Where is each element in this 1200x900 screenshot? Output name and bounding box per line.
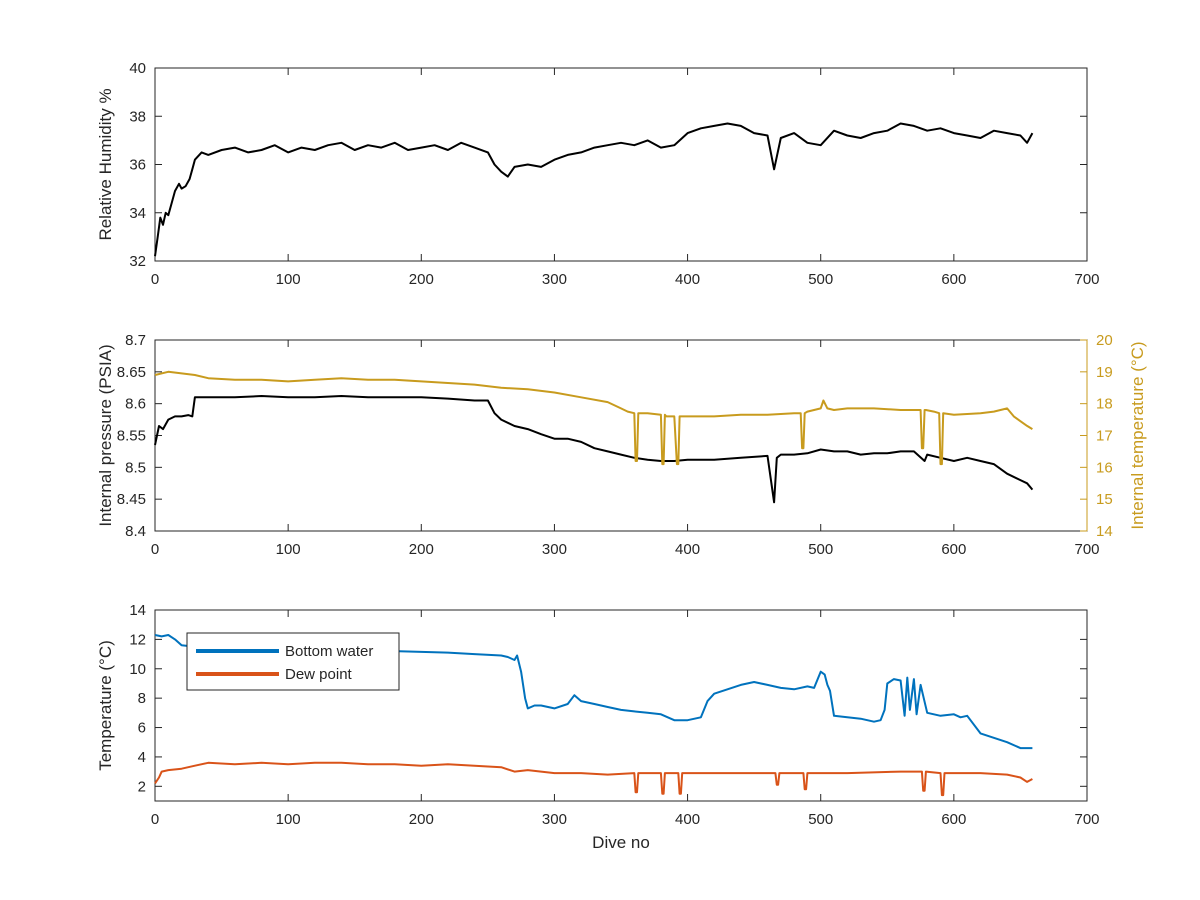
x-tick-label: 500 (808, 541, 833, 558)
x-tick-label: 600 (941, 271, 966, 288)
x-tick-label: 0 (151, 271, 159, 288)
plots: 0 100 200 300 400 500 600 7003234363840Relative… (96, 60, 1147, 852)
y-tick-label: 12 (129, 631, 146, 648)
y-tick-label: 36 (129, 157, 146, 174)
x-tick-label: 400 (675, 271, 700, 288)
y-axis-label: Internal pressure (PSIA) (96, 344, 115, 526)
y-axis-label: Relative Humidity % (96, 88, 115, 240)
subplot-3: 0 100 200 300 400 500 600 700 2 4 6 8 10 12 14 Temperat… (96, 602, 1100, 852)
x-tick-label: 0 (151, 811, 159, 828)
y2-tick-label: 15 (1096, 491, 1113, 508)
series-line-2-1 (154, 395, 1034, 504)
y2-tick-label: 19 (1096, 364, 1113, 381)
axes-box (154, 339, 1088, 532)
y2-tick-label: 20 (1096, 332, 1113, 349)
x-tick-label: 600 (941, 811, 966, 828)
y2-axis-label: Internal temperature (°C) (1128, 341, 1147, 529)
x-tick-label: 100 (276, 541, 301, 558)
x-tick-label: 600 (941, 541, 966, 558)
x-tick-label: 700 (1074, 271, 1099, 288)
legend-box (186, 632, 400, 691)
y-tick-label: 38 (129, 108, 146, 125)
legend-label: Bottom water (285, 643, 373, 660)
x-tick-label: 700 (1074, 541, 1099, 558)
y2-tick-label: 18 (1096, 396, 1113, 413)
y-tick-label: 40 (129, 60, 146, 77)
x-tick-label: 300 (542, 541, 567, 558)
subplot-1: 0 100 200 300 400 500 600 700 32 34 36 38 40 Relative… (96, 60, 1100, 288)
y-tick-label: 4 (138, 749, 146, 766)
y-tick-label: 8.5 (125, 459, 146, 476)
subplot-2: 0 100 200 300 400 500 600 700 8.4 8.45 8.5 8.55 8.6 8… (96, 332, 1147, 558)
legend: Bottom water Dew point (186, 632, 400, 691)
x-axis-label: Dive no (592, 833, 650, 852)
y-tick-label: 8.65 (117, 364, 146, 381)
y2-tick-label: 14 (1096, 523, 1113, 540)
x-tick-label: 200 (409, 541, 434, 558)
y-tick-label: 10 (129, 661, 146, 678)
y-tick-label: 34 (129, 205, 146, 222)
legend-label: Dew point (285, 666, 353, 683)
y-tick-label: 8.4 (125, 523, 146, 540)
x-tick-label: 100 (276, 811, 301, 828)
x-tick-label: 0 (151, 541, 159, 558)
y2-tick-label: 17 (1096, 428, 1113, 445)
x-tick-label: 400 (675, 811, 700, 828)
x-tick-label: 500 (808, 811, 833, 828)
x-tick-label: 200 (409, 811, 434, 828)
y-tick-label: 32 (129, 253, 146, 270)
x-tick-label: 200 (409, 271, 434, 288)
y-tick-label: 2 (138, 778, 146, 795)
y-tick-label: 8.55 (117, 428, 146, 445)
x-tick-label: 300 (542, 271, 567, 288)
x-tick-label: 500 (808, 271, 833, 288)
y-tick-label: 14 (129, 602, 146, 619)
series-line-2-2 (154, 370, 1033, 466)
x-tick-label: 700 (1074, 811, 1099, 828)
y-tick-label: 8.7 (125, 332, 146, 349)
series-line-1-1 (154, 122, 1034, 257)
x-tick-label: 100 (276, 271, 301, 288)
y2-tick-label: 16 (1096, 459, 1113, 476)
y-tick-label: 8.45 (117, 491, 146, 508)
y-axis-label: Temperature (°C) (96, 640, 115, 771)
y-tick-label: 8.6 (125, 396, 146, 413)
y-tick-label: 6 (138, 720, 146, 737)
axes-box (154, 67, 1088, 262)
series-line-dew-point (154, 761, 1033, 797)
x-tick-label: 400 (675, 541, 700, 558)
y-tick-label: 8 (138, 690, 146, 707)
x-tick-label: 300 (542, 811, 567, 828)
